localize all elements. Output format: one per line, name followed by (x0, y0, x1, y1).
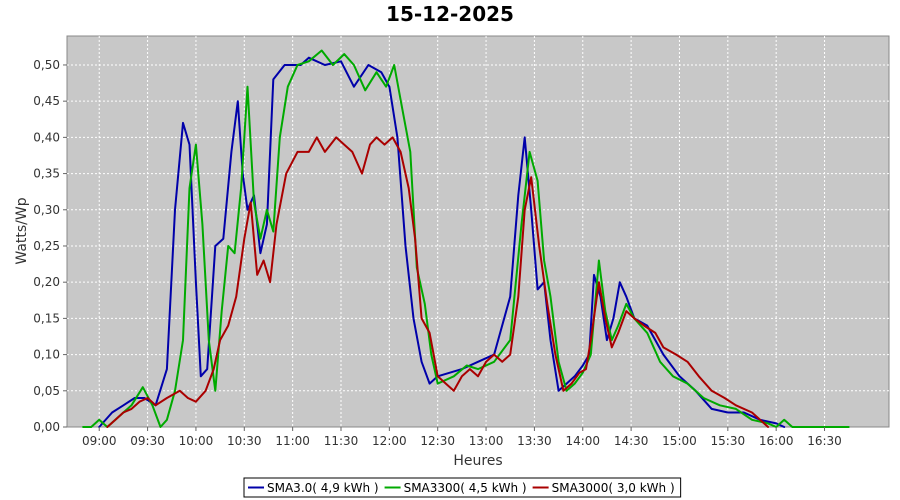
x-tick-label: 13:30 (517, 434, 552, 448)
y-tick-label: 0,35 (33, 167, 60, 181)
y-tick-label: 0,30 (33, 203, 60, 217)
y-tick-label: 0,50 (33, 58, 60, 72)
series-line-1 (82, 49, 850, 428)
x-axis-ticks: 09:00 09:30 10:00 10:30 11:00 11:30 12:00 12:30… (82, 427, 842, 448)
legend-label-0: SMA3.0( 4,9 kWh ) (267, 481, 379, 495)
y-axis-label: Watts/Wp (14, 197, 30, 264)
x-tick-label: 09:00 (82, 434, 117, 448)
legend-label-1: SMA3300( 4,5 kWh ) (404, 481, 527, 495)
legend-box (243, 477, 682, 498)
x-tick-label: 11:30 (324, 434, 359, 448)
y-tick-label: 0,20 (33, 275, 60, 289)
x-tick-label: 11:00 (275, 434, 310, 448)
chart-title: 15-12-2025 (386, 2, 514, 26)
series-line-0 (98, 56, 786, 428)
x-tick-label: 16:00 (759, 434, 794, 448)
y-tick-label: 0,40 (33, 130, 60, 144)
x-axis-label: Heures (453, 453, 502, 469)
y-tick-label: 0,05 (33, 384, 60, 398)
y-tick-label: 0,00 (33, 420, 60, 434)
x-tick-label: 16:30 (807, 434, 842, 448)
x-tick-label: 10:30 (227, 434, 262, 448)
y-axis-ticks: 0,00 0,05 0,10 0,15 0,20 0,25 0,30 0,35 0,40 0,45… (33, 58, 67, 434)
legend-label-2: SMA3000( 3,0 kWh ) (552, 481, 675, 495)
x-tick-label: 12:30 (420, 434, 455, 448)
x-tick-label: 15:30 (711, 434, 746, 448)
series-lines (82, 49, 850, 428)
y-tick-label: 0,10 (33, 348, 60, 362)
y-tick-label: 0,15 (33, 311, 60, 325)
x-tick-label: 10:00 (179, 434, 214, 448)
legend: SMA3.0( 4,9 kWh ) SMA3300( 4,5 kWh ) SMA30… (243, 477, 682, 498)
x-tick-label: 14:30 (614, 434, 649, 448)
y-tick-label: 0,45 (33, 94, 60, 108)
x-tick-label: 15:00 (662, 434, 697, 448)
x-tick-label: 13:00 (469, 434, 504, 448)
x-tick-label: 09:30 (130, 434, 165, 448)
y-tick-label: 0,25 (33, 239, 60, 253)
series-line-2 (106, 136, 770, 428)
x-tick-label: 14:00 (565, 434, 600, 448)
grid-lines (67, 36, 889, 427)
x-tick-label: 12:00 (372, 434, 407, 448)
